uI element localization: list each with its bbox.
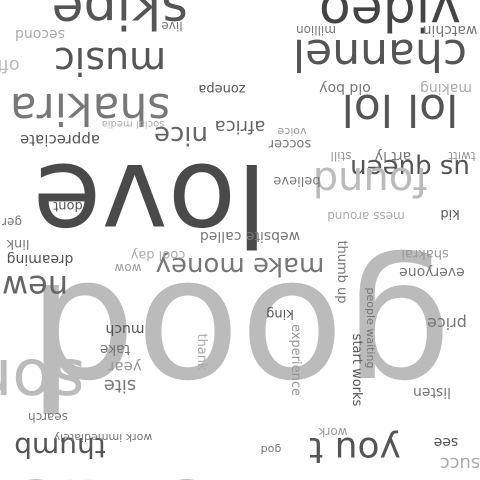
word-year: year	[107, 358, 141, 376]
word-ger: ger	[2, 215, 22, 229]
word-believe: believe	[273, 173, 320, 188]
word-shakira: shakira	[10, 83, 171, 134]
word-kid: kid	[440, 206, 459, 221]
word-experience: experience	[288, 324, 303, 396]
word-work: work	[318, 425, 347, 439]
word-still: still	[331, 149, 352, 163]
word-thumb-up: thumb up	[334, 240, 349, 303]
word-everyone: everyone	[399, 264, 465, 280]
word-mess-around: mess around	[327, 209, 405, 223]
word-love: love	[33, 138, 268, 268]
word-dreaming: dreaming	[7, 251, 74, 267]
word-listen: listen	[413, 384, 451, 400]
word-god: god	[261, 443, 282, 456]
word-thank: thank	[194, 333, 209, 371]
word-africa: africa	[215, 116, 266, 137]
word-good: good	[28, 244, 452, 442]
word-second: second	[15, 26, 65, 42]
word-price: price	[427, 314, 467, 333]
word-wow: wow	[114, 261, 141, 275]
word-music: music	[54, 39, 166, 83]
word-new: new	[2, 268, 68, 306]
word-skipe: skipe	[52, 0, 189, 39]
word-art-ly: art ly	[375, 148, 411, 164]
word-start-works: start works	[349, 334, 364, 407]
word-cool-day: cool day	[130, 247, 185, 262]
word-voice: voice	[277, 125, 306, 138]
word-soccer: soccer	[268, 136, 311, 151]
word-making: making	[420, 80, 472, 96]
word-see: see	[434, 434, 459, 450]
word-website-called: website called	[200, 228, 300, 244]
word-site: site	[104, 375, 137, 396]
word-million: million	[296, 23, 336, 37]
word-smile: smile	[17, 463, 204, 480]
word-search: search	[28, 410, 68, 424]
word-shakrai: shakrai	[401, 246, 448, 261]
word-twitt: twitt	[448, 149, 476, 163]
word-succ: succ	[440, 453, 480, 474]
word-king: king	[266, 306, 294, 321]
word-lol-lol: lol lol	[342, 84, 459, 135]
word-off: off	[0, 55, 20, 76]
word-you-t: you t	[309, 429, 401, 470]
word-old-boy: old boy	[319, 80, 371, 96]
word-video: video	[319, 0, 461, 41]
word-social-media: social media	[102, 118, 165, 129]
word-channel: channel	[293, 29, 467, 80]
word-zonepa: zonepa	[198, 81, 245, 96]
word-live: live	[161, 19, 182, 33]
word-thumb: thumb	[14, 431, 106, 464]
word-much: much	[105, 321, 144, 337]
word-appreciate: appreciate	[20, 131, 100, 149]
word-people-waiting: people waiting	[364, 288, 377, 369]
word-us-queen: us queen	[350, 153, 470, 183]
word-make-money: make money	[156, 251, 325, 281]
word-found: found	[313, 158, 428, 204]
word-take: take	[100, 341, 130, 357]
word-watching: watchin	[423, 22, 478, 38]
word-song: song	[0, 344, 85, 418]
word-dont: dont	[53, 198, 83, 213]
word-nice: nice	[154, 120, 208, 150]
word-link: link	[6, 236, 29, 251]
word-work-immediately: work immediately	[53, 431, 152, 444]
